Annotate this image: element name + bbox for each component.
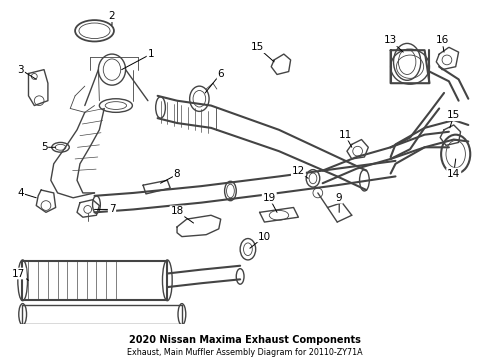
- Text: 5: 5: [41, 142, 48, 152]
- Text: Exhaust, Main Muffler Assembly Diagram for 20110-ZY71A: Exhaust, Main Muffler Assembly Diagram f…: [127, 348, 363, 356]
- Text: 2: 2: [109, 11, 115, 21]
- Text: 13: 13: [384, 36, 397, 45]
- Text: 10: 10: [258, 231, 271, 242]
- Text: 14: 14: [447, 168, 461, 179]
- Text: 2020 Nissan Maxima Exhaust Components: 2020 Nissan Maxima Exhaust Components: [129, 335, 361, 345]
- Text: 1: 1: [147, 49, 154, 59]
- Text: 11: 11: [339, 130, 352, 140]
- Text: 9: 9: [336, 193, 343, 203]
- Text: 16: 16: [436, 36, 449, 45]
- Text: 4: 4: [18, 188, 24, 198]
- Text: 7: 7: [109, 204, 115, 215]
- Text: 8: 8: [174, 170, 180, 180]
- Text: 17: 17: [12, 269, 25, 279]
- Text: 6: 6: [218, 68, 224, 78]
- Text: 15: 15: [447, 110, 461, 120]
- Text: 12: 12: [292, 166, 305, 176]
- Text: 18: 18: [171, 206, 184, 216]
- Text: 3: 3: [18, 65, 24, 75]
- Text: 15: 15: [251, 42, 264, 52]
- Text: 19: 19: [263, 193, 276, 203]
